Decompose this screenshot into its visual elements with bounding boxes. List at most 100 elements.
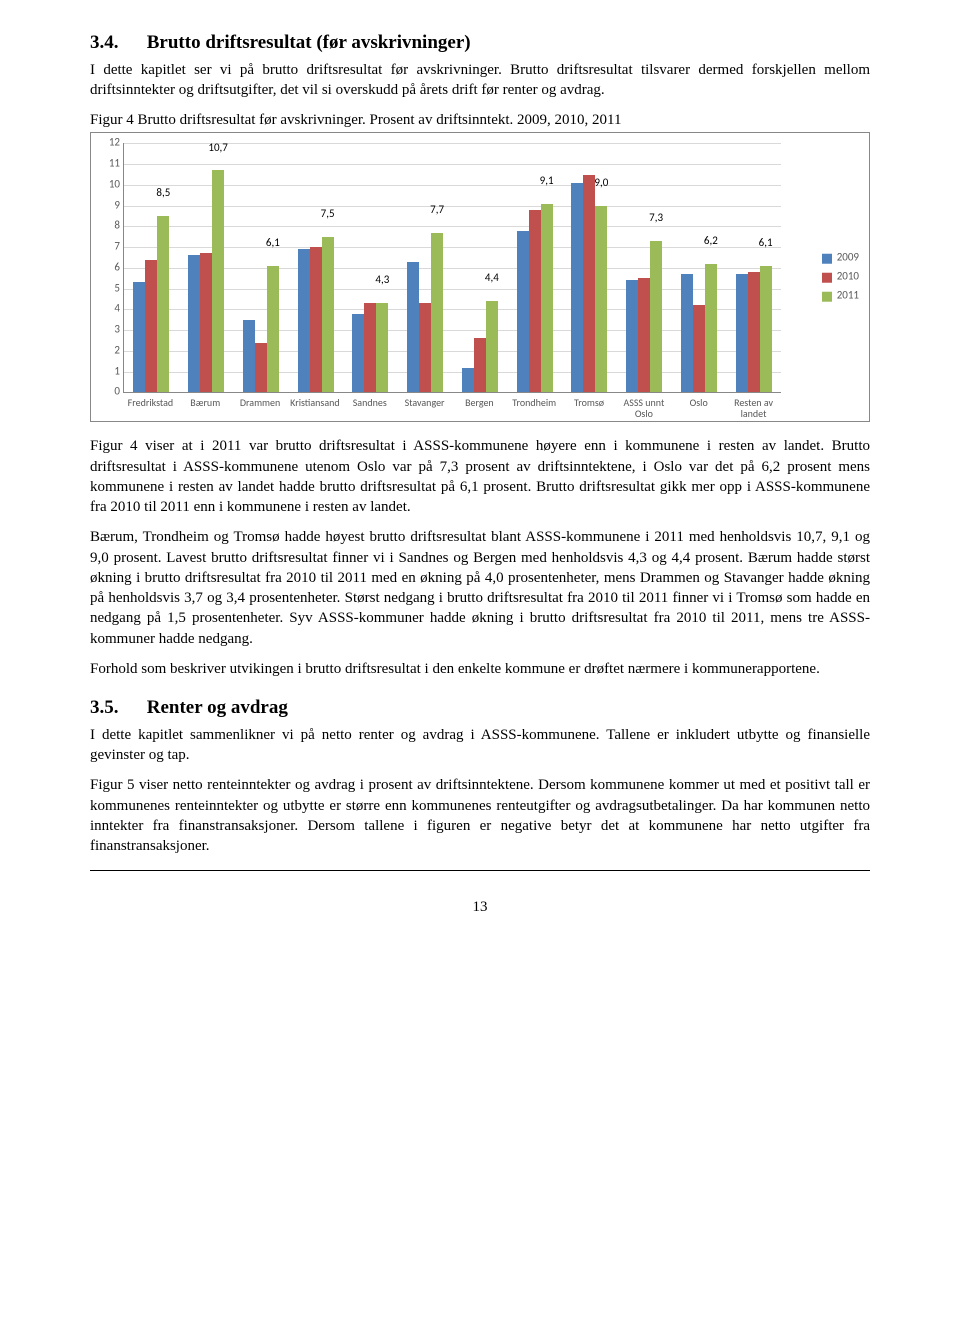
chart-ytick: 12 <box>102 136 120 151</box>
chart-bar-group: 7,7 <box>398 143 453 392</box>
chart-bar <box>376 303 388 392</box>
chart-bar <box>748 272 760 392</box>
chart-ytick: 4 <box>102 302 120 317</box>
chart-bar-group: 6,1 <box>234 143 289 392</box>
chart-xlabel: Tromsø <box>562 397 617 419</box>
chart-value-label: 7,5 <box>321 207 335 222</box>
legend-label: 2010 <box>837 270 859 285</box>
figure-4-caption: Figur 4 Brutto driftsresultat før avskri… <box>90 110 870 130</box>
chart-bar-group: 9,1 <box>507 143 562 392</box>
chart-legend-item: 2010 <box>822 270 859 285</box>
chart-bar <box>407 262 419 393</box>
chart-bar-group: 7,3 <box>617 143 672 392</box>
chart-bar-groups: 8,5 10,7 6,1 7,5 4,3 7,7 4,4 9,1 9,0 7,3 6,2 6,1 <box>124 143 781 392</box>
body-paragraph-2: Figur 4 viser at i 2011 var brutto drift… <box>90 436 870 517</box>
chart-ytick: 7 <box>102 240 120 255</box>
chart-ytick: 9 <box>102 198 120 213</box>
chart-bar <box>681 274 693 392</box>
chart-value-label: 6,2 <box>704 234 718 249</box>
chart-bar <box>693 305 705 392</box>
chart-ytick: 3 <box>102 323 120 338</box>
body-paragraph-3: Bærum, Trondheim og Tromsø hadde høyest … <box>90 527 870 649</box>
chart-xlabel: Bergen <box>452 397 507 419</box>
section-3-4-intro: I dette kapitlet ser vi på brutto drifts… <box>90 60 870 101</box>
chart-legend-item: 2011 <box>822 289 859 304</box>
chart-xlabel: Fredrikstad <box>123 397 178 419</box>
chart-bar <box>462 368 474 393</box>
chart-bar <box>157 216 169 392</box>
chart-value-label: 4,4 <box>485 271 499 286</box>
chart-value-label: 6,1 <box>759 236 773 251</box>
legend-label: 2011 <box>837 289 859 304</box>
chart-value-label: 10,7 <box>208 141 227 156</box>
chart-ytick: 5 <box>102 281 120 296</box>
chart-bar <box>486 301 498 392</box>
chart-bar <box>298 249 310 392</box>
chart-bar <box>310 247 322 392</box>
chart-ytick: 2 <box>102 343 120 358</box>
footer-rule <box>90 870 870 871</box>
chart-bar-group: 4,3 <box>343 143 398 392</box>
chart-bar <box>255 343 267 393</box>
chart-bar <box>571 183 583 393</box>
section-3-4-number: 3.4. <box>90 30 142 56</box>
chart-bar <box>145 260 157 393</box>
section-3-5-p1: I dette kapitlet sammenlikner vi på nett… <box>90 725 870 766</box>
chart-ytick: 8 <box>102 219 120 234</box>
chart-bar <box>212 170 224 392</box>
chart-bar <box>650 241 662 392</box>
section-3-5-title: Renter og avdrag <box>147 697 288 718</box>
chart-bar <box>638 278 650 392</box>
chart-bar <box>200 253 212 392</box>
page-number: 13 <box>90 897 870 917</box>
chart-bar-group: 6,2 <box>672 143 727 392</box>
section-3-4-heading: 3.4. Brutto driftsresultat (før avskrivn… <box>90 30 870 56</box>
chart-bar <box>431 233 443 393</box>
chart-xlabel: Bærum <box>178 397 233 419</box>
chart-bar <box>626 280 638 392</box>
chart-plot-area: 01234567891011128,510,76,17,54,37,74,49,… <box>123 143 781 393</box>
chart-value-label: 8,5 <box>156 186 170 201</box>
chart-legend: 2009 2010 2011 <box>822 247 859 308</box>
chart-value-label: 7,3 <box>649 211 663 226</box>
chart-bar-group: 9,0 <box>562 143 617 392</box>
chart-x-labels: FredrikstadBærumDrammenKristiansandSandn… <box>123 397 781 419</box>
chart-value-label: 9,1 <box>540 174 554 189</box>
chart-value-label: 7,7 <box>430 203 444 218</box>
chart-bar <box>517 231 529 393</box>
chart-xlabel: Trondheim <box>507 397 562 419</box>
chart-ytick: 10 <box>102 177 120 192</box>
legend-swatch-icon <box>822 254 832 264</box>
chart-bar <box>595 206 607 393</box>
legend-swatch-icon <box>822 291 832 301</box>
chart-xlabel: Sandnes <box>342 397 397 419</box>
chart-bar <box>133 282 145 392</box>
chart-value-label: 4,3 <box>375 273 389 288</box>
chart-xlabel: Resten av landet <box>726 397 781 419</box>
chart-bar <box>760 266 772 393</box>
section-3-5-heading: 3.5. Renter og avdrag <box>90 695 870 721</box>
section-3-5-p2: Figur 5 viser netto renteinntekter og av… <box>90 775 870 856</box>
legend-swatch-icon <box>822 272 832 282</box>
chart-bar <box>541 204 553 393</box>
chart-legend-item: 2009 <box>822 251 859 266</box>
chart-bar <box>419 303 431 392</box>
chart-bar <box>364 303 376 392</box>
chart-bar <box>583 175 595 393</box>
chart-bar <box>267 266 279 393</box>
chart-bar-group: 4,4 <box>453 143 508 392</box>
chart-bar-group: 8,5 <box>124 143 179 392</box>
chart-ytick: 11 <box>102 157 120 172</box>
chart-value-label: 9,0 <box>594 176 608 191</box>
chart-xlabel: ASSS unnt Oslo <box>616 397 671 419</box>
legend-label: 2009 <box>837 251 859 266</box>
chart-bar <box>322 237 334 393</box>
chart-xlabel: Oslo <box>671 397 726 419</box>
chart-bar <box>188 255 200 392</box>
chart-xlabel: Kristiansand <box>287 397 342 419</box>
chart-ytick: 6 <box>102 260 120 275</box>
figure-4-chart: 01234567891011128,510,76,17,54,37,74,49,… <box>90 132 870 422</box>
chart-ytick: 1 <box>102 364 120 379</box>
section-3-4-title: Brutto driftsresultat (før avskrivninger… <box>147 32 471 53</box>
chart-xlabel: Drammen <box>233 397 288 419</box>
